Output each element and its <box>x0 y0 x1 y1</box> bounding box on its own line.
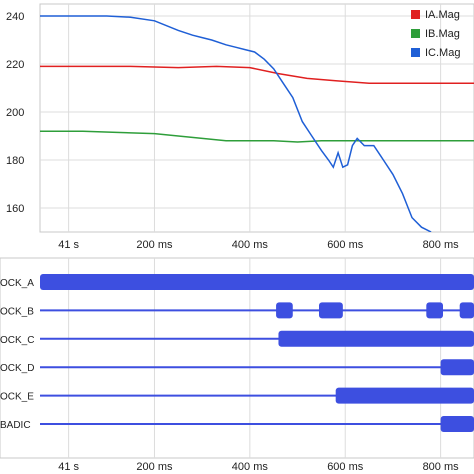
top-y-tick-label: 200 <box>6 107 24 119</box>
signal-label: OCK_D <box>0 363 34 374</box>
signal-active-bar <box>426 302 443 319</box>
top-y-tick-label: 180 <box>6 155 24 167</box>
series-line-ia-mag <box>40 65 474 84</box>
bottom-x-tick-label: 400 ms <box>232 461 269 473</box>
signal-active-bar <box>319 302 343 319</box>
legend-entry: IA.Mag <box>425 9 460 21</box>
bottom-x-tick-labels: 41 s 200 ms 400 ms 600 ms 800 ms <box>58 461 459 473</box>
signal-active-bar <box>278 330 474 347</box>
legend-swatch <box>411 10 420 19</box>
signal-active-bar <box>335 387 474 404</box>
legend-entry: IC.Mag <box>425 47 460 59</box>
signal-label: OCK_E <box>0 392 34 403</box>
top-plot-area <box>39 3 474 233</box>
digital-signals-chart: OCK_A OCK_B OCK_C OCK_D OCK_E BADIC 41 s 200 m… <box>0 257 474 473</box>
top-y-tick-label: 220 <box>6 59 24 71</box>
signal-label: OCK_C <box>0 335 34 346</box>
legend-swatch <box>411 48 420 57</box>
top-x-tick-label: 800 ms <box>423 239 460 251</box>
top-series-group <box>40 15 474 232</box>
signal-label: OCK_B <box>0 306 34 317</box>
current-magnitude-chart: 160 180 200 220 240 41 s 200 ms 400 ms 600 ms 80… <box>6 3 474 251</box>
top-x-tick-label: 600 ms <box>327 239 364 251</box>
legend: IA.Mag IB.Mag IC.Mag <box>411 9 460 59</box>
top-grid <box>40 4 474 232</box>
legend-entry: IB.Mag <box>425 28 460 40</box>
signal-label: BADIC <box>0 420 31 431</box>
series-line-ib-mag <box>40 130 474 143</box>
bottom-x-tick-label: 800 ms <box>423 461 460 473</box>
bottom-x-tick-label: 600 ms <box>327 461 364 473</box>
top-y-tick-label: 160 <box>6 203 24 215</box>
legend-swatch <box>411 29 420 38</box>
top-x-tick-label: 41 s <box>58 239 79 251</box>
signal-active-bar <box>440 416 474 432</box>
top-x-tick-label: 400 ms <box>232 239 269 251</box>
signal-active-bar <box>276 302 293 319</box>
signal-label: OCK_A <box>0 278 34 289</box>
top-x-tick-label: 200 ms <box>136 239 173 251</box>
top-y-tick-label: 240 <box>6 11 24 23</box>
signal-active-bar <box>40 274 474 290</box>
signal-active-bar <box>459 302 474 319</box>
series-line-ic-mag <box>40 15 432 232</box>
signal-active-bar <box>440 359 474 376</box>
bottom-x-tick-label: 41 s <box>58 461 79 473</box>
signal-rows: OCK_A OCK_B OCK_C OCK_D OCK_E BADIC <box>0 274 474 432</box>
top-x-tick-labels: 41 s 200 ms 400 ms 600 ms 800 ms <box>58 239 459 251</box>
bottom-x-tick-label: 200 ms <box>136 461 173 473</box>
top-y-tick-labels: 160 180 200 220 240 <box>6 11 24 215</box>
